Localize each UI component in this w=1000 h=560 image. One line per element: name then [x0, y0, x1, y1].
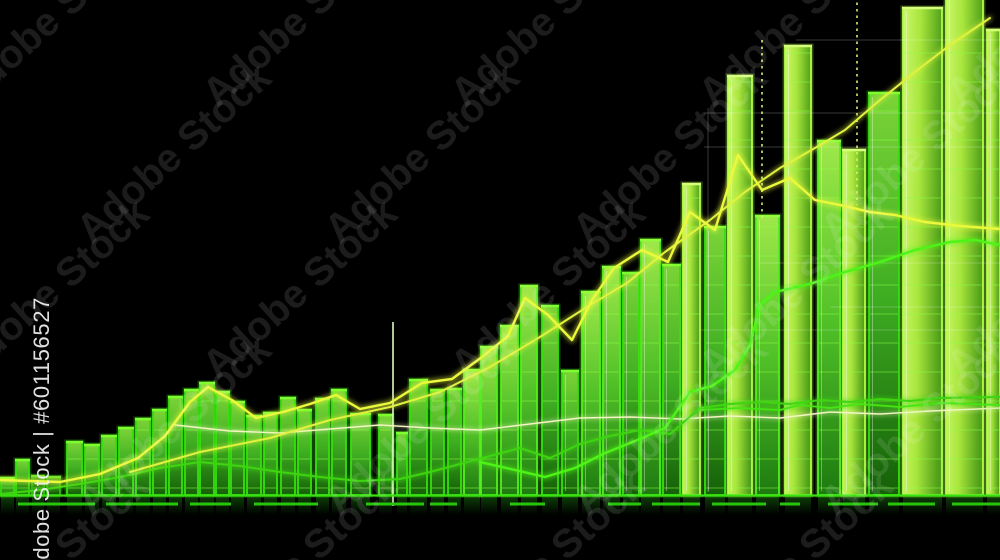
bar: [264, 413, 277, 495]
bar: [231, 402, 244, 495]
bar: [247, 416, 261, 495]
bar: [298, 410, 311, 495]
bar: [562, 371, 578, 495]
bar: [663, 265, 680, 495]
bar: [464, 370, 480, 495]
bar: [16, 460, 29, 495]
bar: [410, 380, 427, 495]
trend-lines-layer: [0, 15, 1000, 497]
vertical-marker-lines: [391, 0, 858, 506]
bar: [153, 410, 166, 495]
bar: [200, 383, 214, 495]
trend-line-flat-pale: [174, 407, 1000, 434]
bar: [869, 93, 899, 495]
bar: [351, 414, 370, 495]
bar: [603, 267, 620, 495]
bar: [397, 433, 407, 495]
trend-line-green-right-flat: [699, 402, 1000, 411]
bar: [843, 150, 865, 495]
bar: [641, 240, 660, 495]
bars-layer: [0, 0, 1000, 498]
bar: [216, 392, 229, 495]
bar: [185, 390, 198, 495]
trend-line-green-low-wavy: [0, 396, 1000, 495]
stock-id-watermark: Adobe Stock | #601156527: [29, 297, 54, 560]
bar: [756, 216, 779, 495]
bar: [316, 399, 329, 495]
bar: [987, 30, 1000, 495]
bar: [705, 227, 725, 495]
trend-line-yellow-diagonal: [129, 17, 991, 473]
bar: [379, 415, 392, 495]
bar: [623, 273, 639, 495]
bar: [448, 389, 461, 495]
trend-line-green-steep: [478, 238, 1000, 479]
bar: [946, 0, 983, 495]
trend-line-yellow-peaks: [0, 153, 1000, 484]
bar: [785, 46, 811, 495]
bar: [521, 286, 537, 495]
axis-baseline: [0, 492, 1000, 506]
bar: [431, 390, 444, 495]
